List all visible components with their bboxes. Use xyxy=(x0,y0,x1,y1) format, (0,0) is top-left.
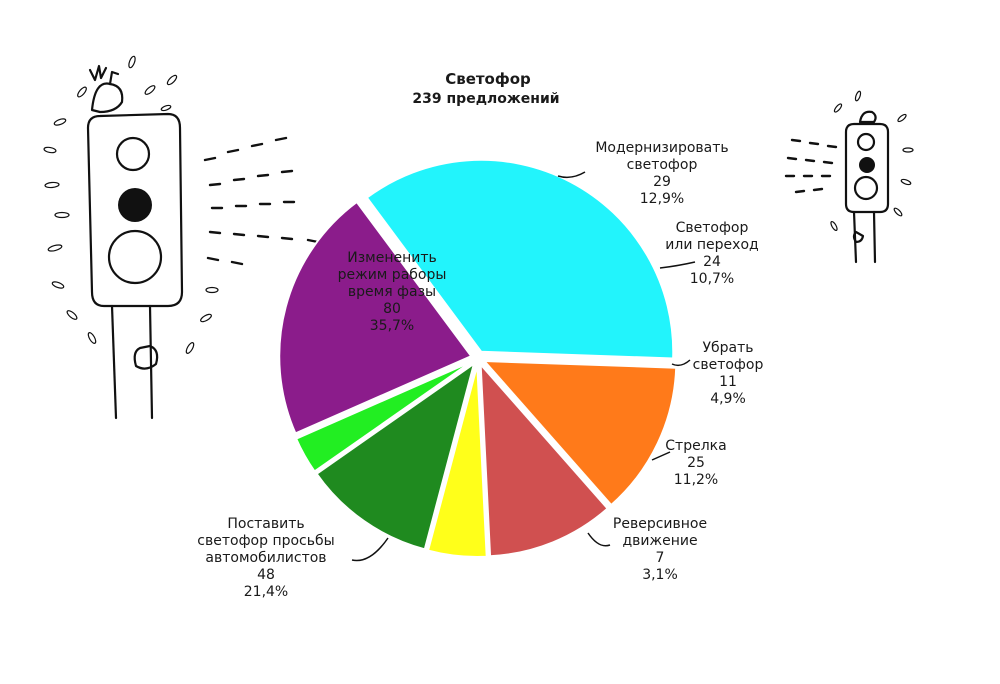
slice-labels: Модернизировать светофор 29 12,9%Светофор ил… xyxy=(197,140,763,600)
slice-value: 25 xyxy=(687,455,705,471)
leader-line xyxy=(651,451,671,461)
leader-line xyxy=(671,359,691,367)
slice-percent: 21,4% xyxy=(244,584,288,600)
slice-label-line: движение xyxy=(622,533,697,549)
pie-slice xyxy=(278,200,473,435)
slice-label-line: время фазы xyxy=(348,284,436,300)
slice-label-line: Стрелка xyxy=(665,438,726,454)
slice-value: 11 xyxy=(719,374,737,390)
slice-label-line: режим раборы xyxy=(338,267,447,283)
slice-label: Поставить светофор просьбы автомобилистов 4… xyxy=(197,516,334,600)
slice-label: Модернизировать светофор 29 12,9% xyxy=(595,140,728,207)
slice-label-line: светофор просьбы xyxy=(197,533,334,549)
pie-slice xyxy=(365,158,675,360)
slice-label-line: Модернизировать xyxy=(595,140,728,156)
slice-value: 29 xyxy=(653,174,671,190)
slice-label-line: Измененить xyxy=(347,250,437,266)
traffic-light-rays-left xyxy=(43,55,219,354)
slice-percent: 4,9% xyxy=(710,391,746,407)
slice-label-line: Поставить xyxy=(227,516,304,532)
traffic-light-beam-right xyxy=(784,90,914,232)
traffic-light-illustration-left xyxy=(86,64,184,420)
leader-line xyxy=(587,532,611,547)
slice-label-line: Светофор xyxy=(676,220,749,236)
slice-label: Убрать светофор 11 4,9% xyxy=(693,340,764,407)
pie-slice xyxy=(315,361,476,551)
slice-value: 48 xyxy=(257,567,275,583)
slice-label: Стрелка 25 11,2% xyxy=(665,438,726,488)
slice-value: 7 xyxy=(656,550,665,566)
slice-percent: 3,1% xyxy=(642,567,678,583)
slice-percent: 10,7% xyxy=(690,271,734,287)
chart-subtitle: 239 предложений xyxy=(412,91,559,107)
slice-percent: 35,7% xyxy=(370,318,414,334)
slice-value: 24 xyxy=(703,254,721,270)
slice-label-line: светофор xyxy=(693,357,764,373)
leader-line xyxy=(351,537,389,562)
slice-percent: 11,2% xyxy=(674,472,718,488)
slice-label-line: Убрать xyxy=(702,340,753,356)
leader-line xyxy=(659,261,696,269)
slice-label: Светофор или переход 24 10,7% xyxy=(665,220,758,287)
pie-slice xyxy=(482,359,678,507)
slice-percent: 12,9% xyxy=(640,191,684,207)
slice-label-line: или переход xyxy=(665,237,758,253)
pie-slice xyxy=(479,361,609,558)
traffic-light-beam-left xyxy=(203,136,320,266)
traffic-light-illustration-right xyxy=(844,110,890,264)
leader-line xyxy=(557,171,586,179)
slice-label: Реверсивное движение 7 3,1% xyxy=(613,516,707,583)
slice-label-line: автомобилистов xyxy=(205,550,326,566)
pie-slice xyxy=(426,364,488,558)
slice-label-line: светофор xyxy=(627,157,698,173)
slice-value: 80 xyxy=(383,301,401,317)
leader-lines xyxy=(351,171,696,562)
slice-label-line: Реверсивное xyxy=(613,516,707,532)
slice-label: Измененить режим раборы время фазы 80 35,7% xyxy=(338,250,447,334)
pie-slices xyxy=(278,158,678,558)
pie-slice xyxy=(294,360,473,473)
chart-title: Светофор xyxy=(445,70,531,88)
